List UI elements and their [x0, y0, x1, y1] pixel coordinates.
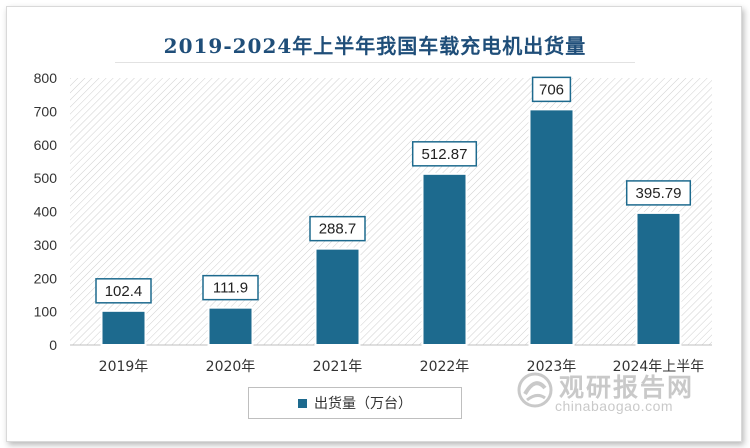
x-tick-label: 2023年	[527, 359, 577, 375]
legend: 出货量（万台）	[248, 387, 462, 419]
y-tick-label: 600	[34, 137, 58, 153]
y-tick-label: 0	[49, 337, 57, 353]
watermark-brand-name: 观研报告网	[559, 373, 695, 402]
bar	[207, 306, 254, 347]
x-tick-label: 2020年	[206, 359, 256, 375]
data-label-box	[531, 76, 572, 103]
plot-area	[70, 78, 712, 345]
y-tick-label: 300	[34, 237, 58, 253]
y-tick-label: 200	[34, 270, 58, 286]
x-tick-label: 2022年	[420, 359, 470, 375]
data-label-box	[625, 180, 692, 206]
data-label-box	[95, 278, 152, 304]
data-label: 512.87	[422, 146, 468, 163]
data-label: 288.7	[319, 221, 357, 238]
bar	[528, 108, 575, 346]
y-tick-label: 100	[34, 304, 58, 320]
watermark: 观研报告网 chinabaogao.com	[515, 362, 715, 418]
data-label-box	[202, 274, 259, 301]
circle-swirl-logo-icon	[517, 372, 553, 408]
y-tick-label: 500	[34, 170, 58, 186]
x-tick-label: 2021年	[313, 359, 363, 375]
data-label: 395.79	[636, 185, 682, 202]
data-label-box	[411, 141, 478, 167]
y-tick-label: 700	[34, 103, 58, 119]
data-label: 102.4	[105, 283, 143, 300]
title-divider	[115, 62, 635, 63]
data-label: 111.9	[213, 280, 248, 297]
chart-title: 2019-2024年上半年我国车载充电机出货量	[163, 34, 587, 58]
bar	[100, 309, 147, 347]
bar	[421, 172, 468, 346]
bar	[635, 211, 682, 346]
legend-swatch	[298, 398, 307, 408]
watermark-site: chinabaogao.com	[555, 398, 674, 414]
y-tick-label: 800	[34, 70, 58, 86]
x-tick-label: 2019年	[99, 359, 149, 375]
legend-label: 出货量（万台）	[314, 395, 412, 411]
x-tick-label: 2024年上半年	[613, 359, 705, 375]
data-label-box	[309, 215, 366, 242]
data-label: 706	[539, 81, 564, 98]
y-tick-label: 400	[34, 204, 58, 220]
bar	[314, 247, 361, 346]
